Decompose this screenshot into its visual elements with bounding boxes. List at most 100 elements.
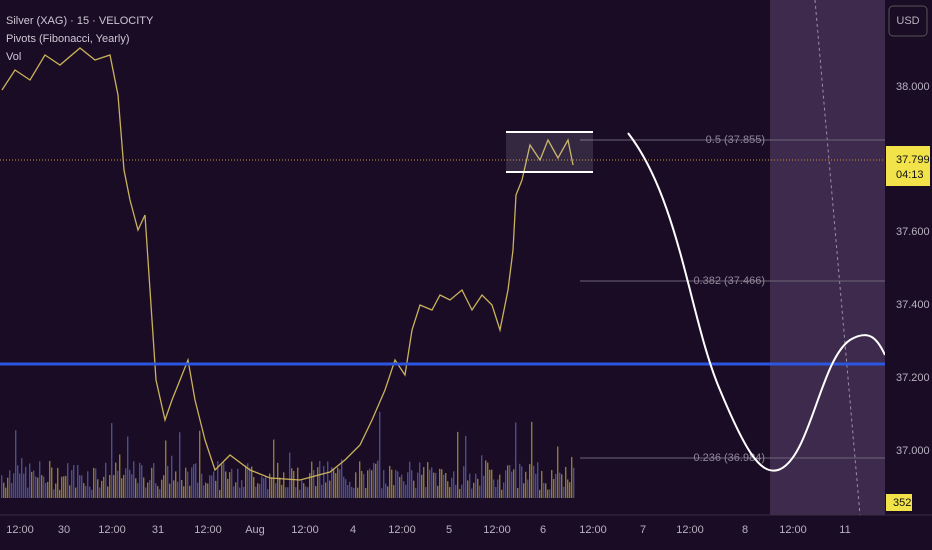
volume-bar bbox=[563, 486, 565, 498]
volume-bar bbox=[205, 482, 207, 498]
volume-bar bbox=[553, 478, 555, 498]
volume-bar bbox=[255, 486, 257, 498]
volume-bar bbox=[31, 471, 33, 498]
volume-bar bbox=[395, 469, 397, 498]
volume-bar bbox=[3, 482, 5, 498]
volume-bar bbox=[229, 472, 231, 498]
volume-bar bbox=[163, 475, 165, 498]
volume-bar bbox=[35, 476, 37, 498]
volume-bar bbox=[503, 482, 505, 498]
volume-bar bbox=[139, 462, 141, 498]
volume-bar bbox=[275, 483, 277, 498]
volume-bar bbox=[9, 470, 11, 498]
volume-bar bbox=[259, 483, 261, 498]
volume-bar bbox=[189, 485, 191, 498]
volume-bar bbox=[409, 461, 411, 498]
volume-bar bbox=[243, 486, 245, 498]
volume-bar bbox=[479, 485, 481, 498]
time-label: 12:00 bbox=[194, 524, 222, 536]
volume-bar bbox=[489, 469, 491, 498]
volume-bar bbox=[71, 470, 73, 498]
volume-bar bbox=[11, 482, 13, 498]
volume-bar bbox=[19, 473, 21, 498]
volume-bar bbox=[305, 486, 307, 498]
time-label: 12:00 bbox=[779, 524, 807, 536]
volume-bar bbox=[345, 479, 347, 498]
volume-bar bbox=[531, 421, 533, 498]
volume-bar bbox=[407, 472, 409, 498]
volume-bar bbox=[107, 486, 109, 498]
volume-bar bbox=[421, 474, 423, 498]
volume-bar bbox=[1, 475, 3, 498]
price-label: 37.400 bbox=[896, 299, 930, 311]
time-label: 4 bbox=[350, 524, 356, 536]
volume-bar bbox=[447, 481, 449, 498]
time-label: 12:00 bbox=[676, 524, 704, 536]
volume-bar bbox=[539, 489, 541, 498]
symbol: Silver (XAG) · 15 · VELOCITY bbox=[6, 15, 154, 27]
volume-bar bbox=[169, 483, 171, 498]
volume-bar bbox=[525, 471, 527, 498]
volume-bar bbox=[173, 480, 175, 498]
volume-bar bbox=[361, 471, 363, 498]
volume-bar bbox=[17, 465, 19, 498]
volume-bar bbox=[427, 462, 429, 498]
volume-bar bbox=[461, 484, 463, 498]
volume-bar bbox=[523, 483, 525, 498]
volume-bar bbox=[99, 487, 101, 498]
volume-bar bbox=[365, 488, 367, 498]
volume-bar bbox=[341, 459, 343, 498]
volume-bar bbox=[505, 470, 507, 498]
volume-bar bbox=[177, 481, 179, 498]
range-box bbox=[506, 132, 593, 172]
volume-bar bbox=[317, 467, 319, 498]
currency[interactable]: USD bbox=[896, 15, 919, 27]
volume-bar bbox=[485, 460, 487, 498]
volume-bar bbox=[127, 436, 129, 498]
fib-lines bbox=[580, 139, 885, 459]
volume-bar bbox=[267, 489, 269, 498]
volume-bar bbox=[535, 473, 537, 498]
currency-button[interactable] bbox=[888, 5, 928, 37]
volume-bar bbox=[337, 467, 339, 498]
volume-bar bbox=[235, 482, 237, 498]
volume-bar bbox=[201, 473, 203, 498]
volume-bar bbox=[175, 471, 177, 498]
volume-bar bbox=[451, 477, 453, 498]
volume-bar bbox=[37, 477, 39, 498]
volume-bar bbox=[499, 474, 501, 498]
volume-bar bbox=[469, 473, 471, 498]
volume-bar bbox=[359, 461, 361, 498]
time-label: 12:00 bbox=[98, 524, 126, 536]
volume-bar bbox=[323, 466, 325, 498]
volume-bar bbox=[439, 468, 441, 498]
volume-bar bbox=[161, 479, 163, 498]
volume-bar bbox=[233, 486, 235, 498]
volume-bar bbox=[405, 484, 407, 498]
volume-bar bbox=[75, 487, 77, 498]
volume-bar bbox=[397, 471, 399, 498]
fib-label: 0.236 (36.984) bbox=[693, 452, 765, 464]
volume-bar bbox=[53, 489, 55, 498]
volume-bar bbox=[511, 471, 513, 498]
volume-bar bbox=[137, 483, 139, 498]
volume-bar bbox=[319, 460, 321, 498]
volume-bar bbox=[167, 465, 169, 498]
volume-bar bbox=[287, 487, 289, 498]
volume-bar bbox=[187, 471, 189, 498]
volume-bar bbox=[541, 470, 543, 498]
time-label: 11 bbox=[839, 524, 850, 536]
volume-bar bbox=[321, 484, 323, 498]
volume-bar bbox=[339, 469, 341, 498]
volume-bar bbox=[69, 485, 71, 498]
volume-bar bbox=[227, 478, 229, 498]
volume-bar bbox=[385, 483, 387, 498]
volume-bar bbox=[557, 446, 559, 498]
volume-bar bbox=[155, 483, 157, 498]
volume-bar bbox=[223, 462, 225, 498]
volume-bar bbox=[193, 464, 195, 498]
volume-bar bbox=[57, 467, 59, 498]
time-label: 5 bbox=[446, 524, 452, 536]
volume-bar bbox=[561, 474, 563, 498]
